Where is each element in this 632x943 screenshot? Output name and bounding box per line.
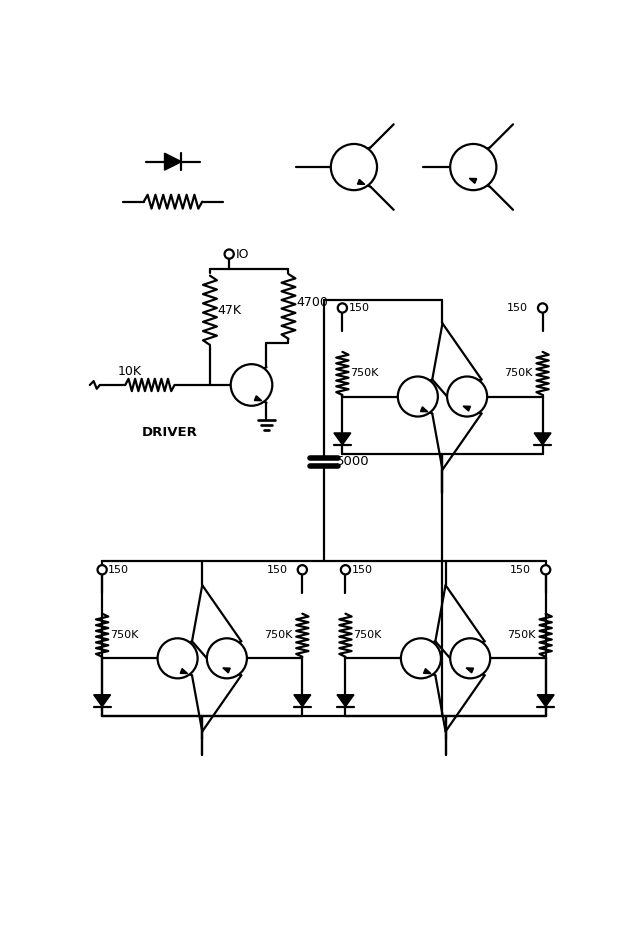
Text: 750K: 750K	[350, 369, 379, 378]
Polygon shape	[94, 695, 111, 706]
Circle shape	[450, 144, 496, 190]
Circle shape	[538, 304, 547, 312]
Text: 4700: 4700	[296, 296, 328, 309]
Polygon shape	[334, 433, 351, 445]
Polygon shape	[420, 406, 428, 412]
Circle shape	[398, 376, 438, 417]
Text: 10K: 10K	[118, 365, 142, 377]
Polygon shape	[423, 669, 431, 673]
Text: 750K: 750K	[110, 630, 138, 640]
Polygon shape	[470, 178, 477, 183]
Text: 47K: 47K	[217, 304, 241, 317]
Circle shape	[541, 565, 550, 574]
Text: 150: 150	[108, 565, 130, 575]
Polygon shape	[223, 668, 230, 673]
Text: 750K: 750K	[507, 630, 535, 640]
Circle shape	[331, 144, 377, 190]
Circle shape	[450, 638, 490, 678]
Polygon shape	[466, 668, 473, 673]
Polygon shape	[180, 669, 188, 673]
Text: 150: 150	[351, 565, 373, 575]
Circle shape	[298, 565, 307, 574]
Polygon shape	[337, 695, 354, 706]
Text: IO: IO	[236, 248, 250, 260]
Polygon shape	[463, 406, 470, 411]
Circle shape	[97, 565, 107, 574]
Circle shape	[224, 250, 234, 258]
Circle shape	[341, 565, 350, 574]
Polygon shape	[358, 179, 365, 185]
Polygon shape	[255, 396, 262, 401]
Text: 150: 150	[510, 565, 532, 575]
Text: 5000: 5000	[336, 455, 369, 469]
Circle shape	[401, 638, 441, 678]
Text: 750K: 750K	[504, 369, 532, 378]
Circle shape	[157, 638, 198, 678]
Circle shape	[231, 364, 272, 405]
Text: 150: 150	[348, 303, 370, 313]
Text: 150: 150	[267, 565, 288, 575]
Polygon shape	[294, 695, 311, 706]
Text: 750K: 750K	[353, 630, 382, 640]
Polygon shape	[534, 433, 551, 445]
Text: DRIVER: DRIVER	[142, 426, 198, 439]
Circle shape	[447, 376, 487, 417]
Text: 750K: 750K	[264, 630, 292, 640]
Circle shape	[207, 638, 247, 678]
Polygon shape	[537, 695, 554, 706]
Circle shape	[337, 304, 347, 312]
Text: 150: 150	[507, 303, 528, 313]
Polygon shape	[164, 153, 181, 170]
